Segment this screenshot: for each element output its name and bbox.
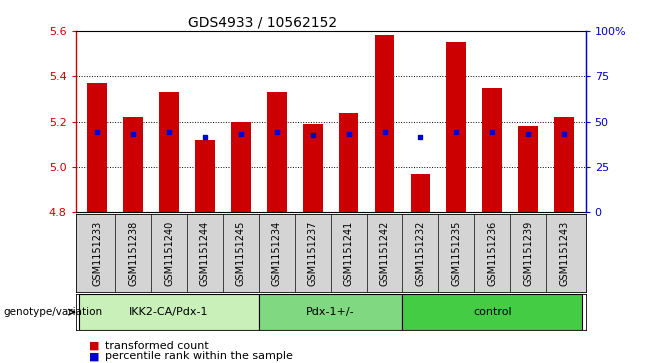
Bar (79, 294, 259, 330)
Text: GSM1151236: GSM1151236 (487, 220, 497, 286)
Bar (374, 36, 394, 212)
Text: IKK2-CA/Pdx-1: IKK2-CA/Pdx-1 (129, 307, 209, 317)
Bar (88, 83, 107, 212)
Text: GSM1151233: GSM1151233 (92, 220, 102, 286)
Bar (519, 126, 538, 212)
Text: GSM1151244: GSM1151244 (200, 220, 210, 286)
Bar (447, 42, 467, 212)
Text: genotype/variation: genotype/variation (3, 307, 103, 317)
Text: percentile rank within the sample: percentile rank within the sample (105, 351, 293, 362)
Bar (303, 124, 322, 212)
Text: Pdx-1+/-: Pdx-1+/- (307, 307, 355, 317)
Text: ■: ■ (89, 340, 99, 351)
Bar (403, 294, 582, 330)
Bar (123, 117, 143, 212)
Text: GSM1151243: GSM1151243 (559, 220, 569, 286)
Text: GSM1151242: GSM1151242 (380, 220, 390, 286)
Bar (195, 140, 215, 212)
Text: GDS4933 / 10562152: GDS4933 / 10562152 (188, 16, 337, 30)
Text: GSM1151241: GSM1151241 (343, 220, 353, 286)
Text: GSM1151235: GSM1151235 (451, 220, 461, 286)
Bar (411, 174, 430, 212)
Text: transformed count: transformed count (105, 340, 209, 351)
Text: GSM1151245: GSM1151245 (236, 220, 246, 286)
Text: GSM1151239: GSM1151239 (523, 220, 533, 286)
Bar (159, 92, 179, 212)
Bar (339, 113, 359, 212)
Bar (259, 294, 403, 330)
Text: GSM1151232: GSM1151232 (415, 220, 426, 286)
Text: GSM1151240: GSM1151240 (164, 220, 174, 286)
Bar (267, 92, 287, 212)
Text: ■: ■ (89, 351, 99, 362)
Bar (482, 87, 502, 212)
Text: GSM1151237: GSM1151237 (308, 220, 318, 286)
Text: GSM1151238: GSM1151238 (128, 220, 138, 286)
Text: GSM1151234: GSM1151234 (272, 220, 282, 286)
Bar (554, 117, 574, 212)
Text: control: control (473, 307, 511, 317)
Bar (231, 122, 251, 212)
